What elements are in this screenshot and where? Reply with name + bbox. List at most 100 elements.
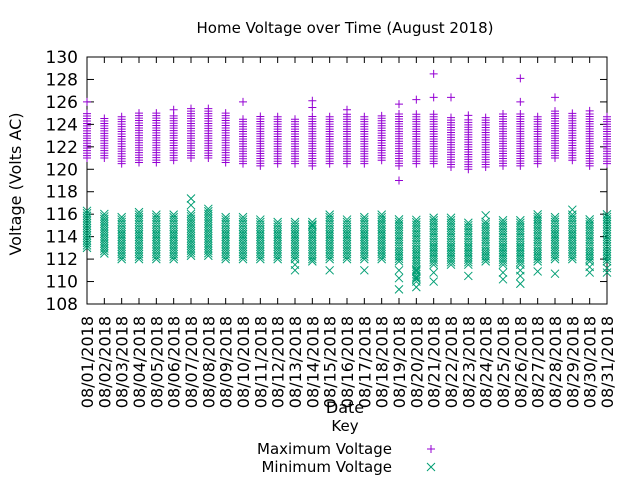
y-axis-label: Voltage (Volts AC) [6,112,25,255]
data-cluster [117,112,126,168]
data-point [307,256,317,266]
data-point [464,111,473,120]
data-cluster [377,210,387,264]
data-point [602,263,612,273]
data-cluster [290,217,300,264]
x-tick-label: 08/18/2018 [373,316,392,408]
data-point [498,268,508,277]
data-cluster [602,210,612,266]
x-tick-labels: 08/01/201808/02/201808/03/201808/04/2018… [78,316,617,408]
x-tick-label: 08/17/2018 [355,316,374,408]
y-tick-label: 130 [46,48,78,68]
data-cluster [307,217,317,264]
data-point [169,105,178,114]
y-tick-label: 118 [46,183,78,203]
legend-entry-label: Maximum Voltage [257,440,392,458]
x-tick-label: 08/30/2018 [581,316,600,408]
data-point [186,194,196,203]
data-point [498,274,508,284]
data-cluster [567,210,577,264]
x-tick-label: 08/29/2018 [563,316,582,408]
x-tick-label: 08/23/2018 [459,316,478,408]
x-tick-label: 08/27/2018 [529,316,548,408]
x-tick-label: 08/03/2018 [113,316,132,408]
data-cluster [359,212,369,264]
chart-title: Home Voltage over Time (August 2018) [197,19,494,37]
data-cluster [221,109,230,167]
x-tick-label: 08/26/2018 [511,316,530,408]
data-point [481,210,491,220]
x-tick-label: 08/01/2018 [78,316,97,408]
data-point [187,104,195,113]
data-point [83,97,91,106]
data-cluster [481,113,490,172]
data-point [308,96,317,105]
data-point [186,200,196,210]
data-point [515,279,525,289]
data-point [429,93,438,102]
data-cluster [377,111,386,165]
data-cluster [429,110,438,168]
data-cluster [255,215,265,264]
data-point [550,269,560,279]
data-point [343,105,351,114]
data-cluster [256,112,265,170]
x-tick-label: 08/20/2018 [407,316,426,408]
data-point [394,273,404,283]
y-tick-label: 120 [46,160,78,180]
data-cluster [291,115,299,168]
data-point [515,265,525,275]
x-tick-label: 08/16/2018 [338,316,357,408]
data-cluster [568,109,577,165]
data-cluster [169,111,178,165]
data-point [411,273,421,283]
data-point [533,267,543,276]
x-tick-label: 08/28/2018 [546,316,565,408]
data-cluster [481,217,491,266]
data-cluster [273,112,282,168]
x-tick-label: 08/14/2018 [303,316,322,408]
x-tick-label: 08/12/2018 [269,316,288,408]
data-cluster [515,215,525,270]
data-point [567,205,577,215]
x-tick-label: 08/13/2018 [286,316,305,408]
data-cluster [134,207,144,264]
data-cluster [394,214,404,266]
data-cluster [516,110,525,170]
y-tick-label: 116 [46,205,78,225]
data-cluster [325,112,334,168]
data-cluster [204,104,213,163]
data-cluster [395,110,403,170]
data-cluster [342,215,352,264]
x-tick-label: 08/11/2018 [251,316,270,408]
data-point [463,271,473,281]
data-cluster [82,206,92,253]
data-cluster [99,209,109,258]
data-cluster [186,209,196,261]
data-point [429,69,438,78]
data-point [429,277,439,286]
data-cluster [238,212,248,264]
x-tick-label: 08/09/2018 [217,316,236,408]
data-point [585,262,595,272]
data-point [325,265,335,275]
legend-entry-marker [427,445,435,453]
legend-entry-marker [426,462,436,472]
y-tick-label: 108 [46,295,78,315]
data-cluster [203,204,213,261]
data-cluster [152,109,161,167]
data-point [395,176,403,185]
data-point [551,93,559,102]
data-cluster [551,107,559,163]
data-cluster [447,113,455,172]
x-axis-label: Date [326,398,364,417]
x-tick-label: 08/08/2018 [199,316,218,408]
x-tick-label: 08/24/2018 [477,316,496,408]
data-cluster [498,215,508,270]
data-cluster [325,210,335,264]
data-point [239,97,247,106]
data-point [290,260,300,270]
